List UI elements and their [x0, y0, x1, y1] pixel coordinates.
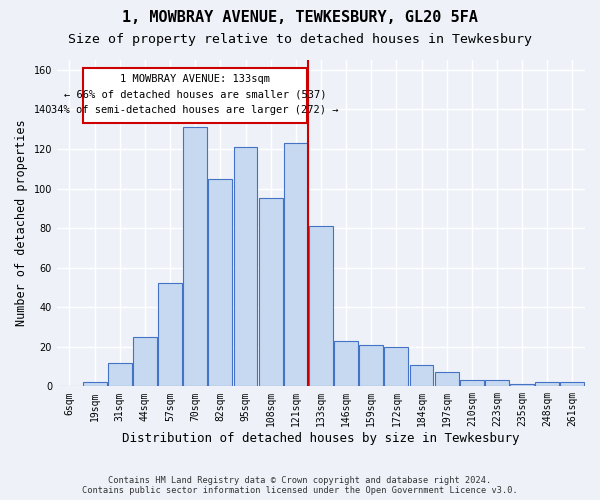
Text: Contains HM Land Registry data © Crown copyright and database right 2024.
Contai: Contains HM Land Registry data © Crown c…	[82, 476, 518, 495]
Bar	[359, 345, 383, 387]
Bar	[460, 380, 484, 386]
Bar	[83, 382, 107, 386]
FancyBboxPatch shape	[83, 68, 307, 124]
Bar	[108, 362, 132, 386]
Y-axis label: Number of detached properties: Number of detached properties	[15, 120, 28, 326]
Text: ← 66% of detached houses are smaller (537): ← 66% of detached houses are smaller (53…	[64, 90, 326, 100]
Bar	[133, 337, 157, 386]
Bar	[208, 178, 232, 386]
Bar	[334, 341, 358, 386]
Bar	[309, 226, 333, 386]
Text: 1 MOWBRAY AVENUE: 133sqm: 1 MOWBRAY AVENUE: 133sqm	[120, 74, 270, 84]
Bar	[233, 147, 257, 386]
Bar	[284, 143, 308, 386]
Bar	[158, 284, 182, 387]
Bar	[183, 127, 207, 386]
Bar	[510, 384, 534, 386]
X-axis label: Distribution of detached houses by size in Tewkesbury: Distribution of detached houses by size …	[122, 432, 520, 445]
Bar	[560, 382, 584, 386]
Bar	[385, 347, 409, 387]
Bar	[435, 372, 458, 386]
Text: 1, MOWBRAY AVENUE, TEWKESBURY, GL20 5FA: 1, MOWBRAY AVENUE, TEWKESBURY, GL20 5FA	[122, 10, 478, 25]
Bar	[485, 380, 509, 386]
Text: Size of property relative to detached houses in Tewkesbury: Size of property relative to detached ho…	[68, 32, 532, 46]
Bar	[410, 364, 433, 386]
Bar	[535, 382, 559, 386]
Bar	[259, 198, 283, 386]
Text: 34% of semi-detached houses are larger (272) →: 34% of semi-detached houses are larger (…	[52, 106, 339, 116]
